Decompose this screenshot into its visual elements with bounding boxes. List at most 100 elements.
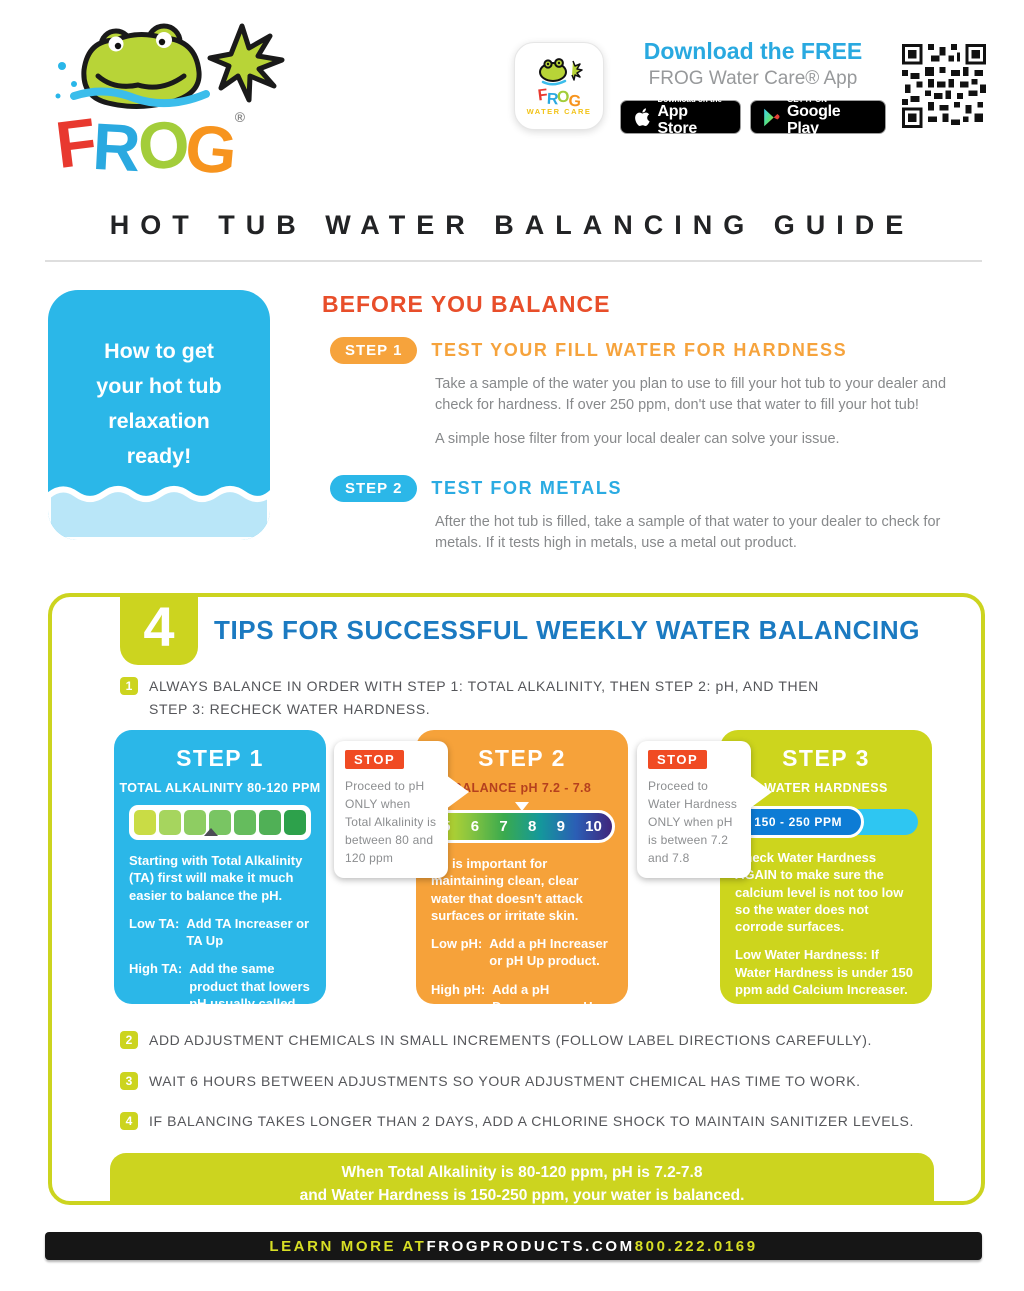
frog-letter: G	[182, 110, 238, 188]
row-label: High pH:	[431, 981, 486, 997]
row-label: Low TA:	[129, 915, 180, 931]
row-label: High TA:	[129, 961, 183, 977]
tip-number: 3	[120, 1072, 138, 1090]
google-play-icon	[764, 108, 780, 126]
alkalinity-card: STEP 1 TOTAL ALKALINITY 80-120 PPM Start…	[114, 730, 326, 1046]
step-2-title: TEST FOR METALS	[431, 478, 623, 498]
frog-letter: R	[546, 90, 558, 108]
step-1-body: Take a sample of the water you plan to u…	[435, 374, 975, 450]
card-heading: STEP 2	[478, 745, 566, 771]
app-name: FROG Water Care® App	[648, 68, 858, 89]
frog-letter: R	[91, 108, 140, 186]
pre-step-2: STEP 2 TEST FOR METALS After the hot tub…	[330, 475, 982, 567]
pre-step-1: STEP 1 TEST YOUR FILL WATER FOR HARDNESS…	[330, 337, 982, 463]
card-subtitle: TOTAL ALKALINITY 80-120 PPM	[119, 781, 321, 795]
google-play-badge[interactable]: GET IT ON Google Play	[750, 95, 886, 137]
row-text: Add a pH Increaser or pH Up product.	[489, 936, 608, 969]
balanced-water-banner: When Total Alkalinity is 80-120 ppm, pH …	[110, 1153, 934, 1204]
paragraph: Take a sample of the water you plan to u…	[435, 376, 947, 414]
registered-mark: ®	[234, 109, 245, 125]
frog-letter: G	[567, 92, 581, 110]
scale-swatch	[284, 810, 306, 835]
frog-mascot-icon	[55, 23, 285, 109]
app-icon-wordmark: FROG	[537, 86, 581, 110]
before-you-balance-heading: BEFORE YOU BALANCE	[322, 291, 611, 317]
row-label: Low pH:	[431, 936, 483, 952]
tip-text: ALWAYS BALANCE IN ORDER WITH STEP 1: TOT…	[149, 678, 819, 718]
relax-line: relaxation	[108, 409, 210, 433]
hardness-range-pill: 150 - 250 PPM	[732, 806, 865, 838]
tip-item-1: 1 ALWAYS BALANCE IN ORDER WITH STEP 1: T…	[120, 677, 860, 721]
badge-store-name: Google Play	[787, 103, 841, 138]
ph-tick: 9	[556, 818, 565, 835]
hardness-range-graphic: 150 - 250 PPM	[732, 806, 918, 838]
card-heading: STEP 3	[782, 745, 870, 771]
app-download-block: Download the FREE FROG Water Care® App D…	[620, 38, 886, 137]
stop-text: Proceed to Water Hardness ONLY when pH i…	[648, 779, 738, 865]
card-note: Low Water Hardness: If Water Hardness is…	[735, 947, 913, 997]
footer-bar: LEARN MORE AT FROGPRODUCTS.COM 800.222.0…	[45, 1232, 982, 1260]
frog-logo: FROG®	[46, 18, 296, 203]
paragraph: After the hot tub is filled, take a samp…	[435, 514, 941, 552]
tip-text: WAIT 6 HOURS BETWEEN ADJUSTMENTS SO YOUR…	[149, 1073, 861, 1089]
app-icon-caption: WATER CARE	[526, 106, 592, 116]
ph-tick: 8	[527, 818, 537, 835]
card-intro: Check Water Hardness AGAIN to make sure …	[735, 850, 904, 935]
card-intro: Starting with Total Alkalinity (TA) firs…	[129, 853, 303, 903]
scale-swatch	[259, 810, 281, 835]
page-title: HOT TUB WATER BALANCING GUIDE	[109, 210, 915, 240]
scale-swatch	[134, 810, 156, 835]
step-1-title: TEST YOUR FILL WATER FOR HARDNESS	[431, 340, 848, 360]
water-wave-graphic	[48, 486, 270, 540]
divider	[45, 260, 982, 262]
relaxation-callout: How to get your hot tub relaxation ready…	[48, 290, 270, 540]
tip-item-4: 4 IF BALANCING TAKES LONGER THAN 2 DAYS,…	[120, 1112, 960, 1133]
footer-learn-more: LEARN MORE AT	[269, 1237, 427, 1255]
footer-website-link[interactable]: FROGPRODUCTS.COM	[426, 1237, 635, 1255]
ph-tick: 6	[470, 818, 480, 835]
row-text: Add TA Increaser or TA Up	[186, 915, 310, 949]
ph-tick: 10	[585, 818, 602, 835]
stop-badge: STOP	[648, 750, 708, 769]
tip-text: ADD ADJUSTMENT CHEMICALS IN SMALL INCREM…	[149, 1032, 873, 1048]
step-2-body: After the hot tub is filled, take a samp…	[435, 512, 975, 554]
apple-icon	[635, 108, 650, 126]
frog-letter: O	[135, 106, 190, 184]
app-promo: FROG WATER CARE Download the FREE FROG W…	[514, 36, 986, 137]
alkalinity-color-scale	[129, 805, 311, 840]
scale-swatch	[184, 810, 206, 835]
stop-callout-2: STOP Proceed to Water Hardness ONLY when…	[637, 741, 772, 878]
ph-gradient-bar: 5 6 7 8 9 10	[429, 810, 615, 843]
tips-section-title: TIPS FOR SUCCESSFUL WEEKLY WATER BALANCI…	[214, 615, 921, 645]
row-text: Add the same product that lowers pH usua…	[189, 961, 311, 1046]
paragraph: A simple hose filter from your local dea…	[435, 431, 840, 448]
tip-number: 1	[120, 677, 138, 695]
tip-text: IF BALANCING TAKES LONGER THAN 2 DAYS, A…	[149, 1113, 914, 1129]
tip-number: 4	[120, 1112, 138, 1130]
frog-water-care-app-icon: FROG WATER CARE	[514, 42, 604, 130]
card-body: pH is important for maintaining clean, c…	[416, 843, 628, 1033]
tip-item-2: 2 ADD ADJUSTMENT CHEMICALS IN SMALL INCR…	[120, 1031, 940, 1052]
ph-pointer-icon	[514, 802, 529, 811]
scale-swatch	[159, 810, 181, 835]
tip-number: 2	[120, 1031, 138, 1049]
scale-marker-icon	[203, 828, 218, 836]
stop-text: Proceed to pH ONLY when Total Alkalinity…	[345, 779, 437, 865]
card-heading: STEP 1	[176, 745, 264, 771]
card-subtitle: BALANCE pH 7.2 - 7.8	[452, 781, 592, 795]
relax-line: your hot tub	[96, 374, 222, 398]
card-intro: pH is important for maintaining clean, c…	[431, 856, 583, 923]
qr-code	[902, 44, 986, 128]
stop-badge: STOP	[345, 750, 405, 769]
app-store-badge[interactable]: Download on the App Store	[620, 95, 742, 137]
badge-store-name: App Store	[657, 103, 698, 138]
hardness-card: STEP 3 WATER HARDNESS 150 - 250 PPM Chec…	[720, 730, 932, 1004]
tips-count-tab: 4	[120, 593, 198, 665]
ph-tick: 7	[499, 818, 508, 835]
step-1-pill: STEP 1	[330, 337, 418, 364]
ph-scale: 5 6 7 8 9 10	[429, 802, 615, 843]
store-badges: Download on the App Store GET IT ON Google…	[620, 95, 886, 137]
card-body: Check Water Hardness AGAIN to make sure …	[720, 837, 932, 998]
relax-line: ready!	[126, 444, 192, 468]
